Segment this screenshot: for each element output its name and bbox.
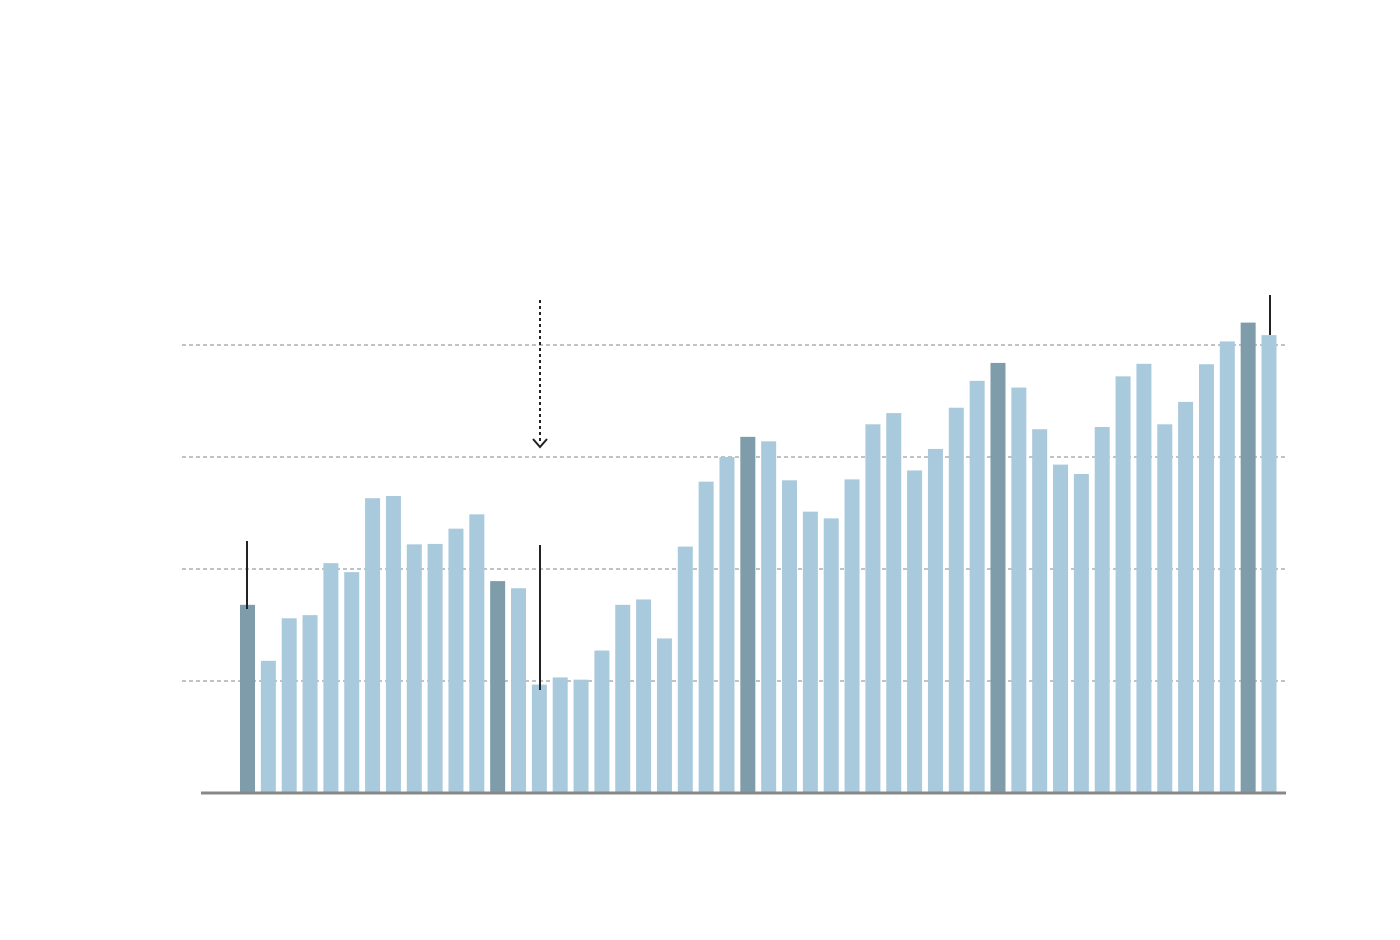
- bar-highlighted: [1240, 322, 1256, 793]
- bar: [323, 563, 339, 793]
- bar-highlighted: [490, 581, 506, 793]
- bar: [1219, 341, 1235, 793]
- bar: [1053, 464, 1069, 793]
- bar: [823, 518, 839, 793]
- bar: [281, 618, 297, 793]
- bar: [719, 457, 735, 793]
- bar: [573, 679, 589, 793]
- bar: [1011, 387, 1027, 793]
- bar: [1094, 426, 1110, 793]
- bar-highlighted: [240, 604, 255, 793]
- bar: [469, 514, 485, 793]
- bar: [615, 604, 631, 793]
- bar: [594, 650, 610, 793]
- bar-highlighted: [990, 362, 1006, 793]
- bar-highlighted: [740, 436, 756, 793]
- bar: [1032, 429, 1048, 793]
- bar: [907, 470, 923, 793]
- annotations: [246, 295, 1271, 690]
- bar: [927, 448, 943, 793]
- bar: [1198, 364, 1214, 793]
- bar: [260, 660, 276, 793]
- bar: [1073, 474, 1089, 793]
- bar: [844, 479, 860, 793]
- bar: [865, 424, 881, 793]
- bar: [385, 495, 401, 793]
- bar: [302, 615, 318, 793]
- bar: [802, 511, 818, 793]
- bar: [448, 528, 464, 793]
- bars: [240, 322, 1277, 793]
- bar: [406, 544, 422, 793]
- bar: [552, 677, 568, 793]
- bar: [1178, 401, 1194, 793]
- bar: [511, 588, 527, 793]
- bar: [698, 481, 714, 793]
- bar: [677, 546, 693, 793]
- bar: [948, 407, 964, 793]
- bar: [1261, 335, 1277, 793]
- bar: [636, 599, 652, 793]
- bar: [531, 684, 547, 793]
- bar: [427, 543, 443, 793]
- bar: [365, 498, 381, 793]
- down-arrow-icon: [532, 438, 548, 449]
- bar: [656, 638, 672, 793]
- bar: [782, 480, 798, 793]
- bar: [886, 413, 902, 793]
- bar: [1157, 424, 1173, 793]
- bar: [969, 380, 985, 793]
- bar: [1115, 376, 1131, 793]
- bar: [344, 572, 360, 793]
- bar: [1136, 363, 1152, 793]
- bar: [761, 441, 777, 793]
